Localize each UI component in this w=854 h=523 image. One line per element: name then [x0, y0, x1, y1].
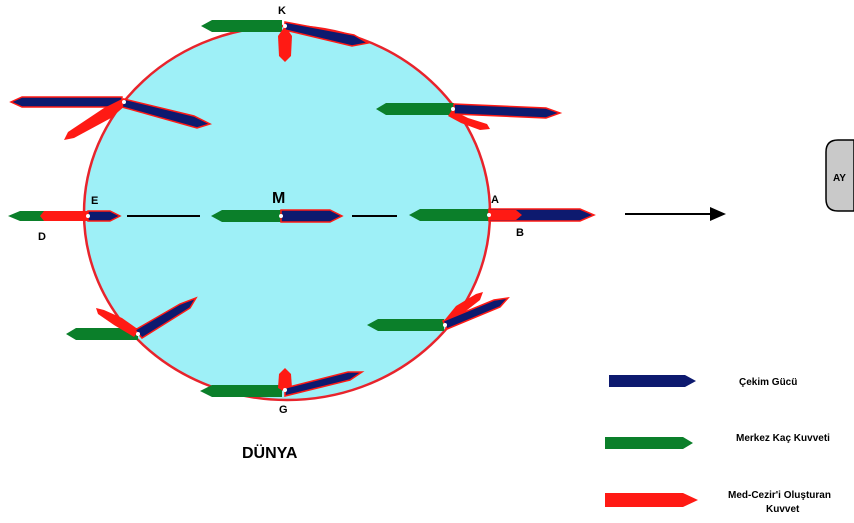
- gravity-arrow-m: [280, 209, 344, 223]
- anchor-m: [279, 214, 283, 218]
- earth-label: DÜNYA: [242, 443, 298, 462]
- moon-shape: [825, 139, 854, 212]
- centrifugal-arrow-a: [409, 209, 489, 221]
- legend-tidal-label-2: Kuvvet: [766, 504, 800, 515]
- anchor-lower-right: [443, 323, 447, 327]
- centrifugal-arrow-upper-right: [376, 103, 454, 115]
- force-vectors-a: [409, 208, 596, 222]
- tidal-arrow-upper-right: [448, 110, 490, 130]
- gravity-arrow-lower-right: [441, 296, 510, 330]
- gravity-arrow-upper-left: [9, 96, 123, 108]
- gravity-arrow-g: [284, 371, 365, 397]
- centrifugal-arrow-g: [200, 385, 282, 397]
- label-m: M: [272, 190, 285, 207]
- tidal-arrow-lower-left: [96, 308, 139, 337]
- centrifugal-arrow-k: [201, 20, 282, 32]
- anchor-upper-left: [122, 100, 126, 104]
- legend-tidal-label-1: Med-Cezir'i Oluşturan: [728, 490, 831, 501]
- legend-gravity-label: Çekim Gücü: [739, 377, 797, 388]
- legend-centrifugal-swatch: [605, 437, 693, 449]
- force-vectors-lower-left: [66, 296, 198, 340]
- gravity-arrow-k: [284, 21, 371, 47]
- direction-arrow-head: [710, 207, 726, 221]
- legend-tidal-swatch: [605, 493, 698, 507]
- force-vectors-m: [211, 209, 344, 223]
- tidal-arrow-g: [278, 368, 292, 392]
- anchor-upper-right: [451, 107, 455, 111]
- centrifugal-arrow-lower-left: [66, 328, 138, 340]
- force-vectors-e: [8, 210, 122, 222]
- centrifugal-arrow-lower-right: [367, 319, 444, 331]
- legend-gravity-swatch: [609, 375, 696, 387]
- legend-centrifugal-label: Merkez Kaç Kuvveti: [736, 433, 830, 444]
- gravity-arrow-e: [87, 210, 122, 222]
- moon-label: AY: [833, 173, 846, 184]
- anchor-k: [283, 24, 287, 28]
- legend: Çekim Gücü Merkez Kaç Kuvveti Med-Cezir'…: [605, 375, 831, 515]
- gravity-arrow-lower-left: [133, 296, 198, 339]
- force-vectors-lower-right: [367, 292, 510, 331]
- label-g: G: [279, 404, 288, 416]
- gravity-arrow-upper-left-2: [121, 98, 213, 129]
- force-vectors-upper-left: [9, 96, 213, 140]
- centrifugal-arrow-m: [211, 210, 281, 222]
- anchor-g: [283, 388, 287, 392]
- force-vectors-k: [201, 20, 371, 62]
- force-vectors-upper-right: [376, 103, 563, 130]
- anchor-a: [487, 213, 491, 217]
- label-k: K: [278, 5, 286, 17]
- tidal-arrow-d: [40, 211, 88, 221]
- tidal-arrow-k: [278, 26, 292, 62]
- anchor-e: [86, 214, 90, 218]
- gravity-arrow-upper-right: [453, 103, 563, 119]
- label-a: A: [491, 194, 499, 206]
- tidal-arrow-upper-left: [64, 98, 126, 140]
- label-b: B: [516, 227, 524, 239]
- tidal-arrow-b: [489, 210, 522, 220]
- label-e: E: [91, 195, 98, 207]
- force-vectors-g: [200, 368, 365, 397]
- anchor-lower-left: [136, 332, 140, 336]
- label-d: D: [38, 231, 46, 243]
